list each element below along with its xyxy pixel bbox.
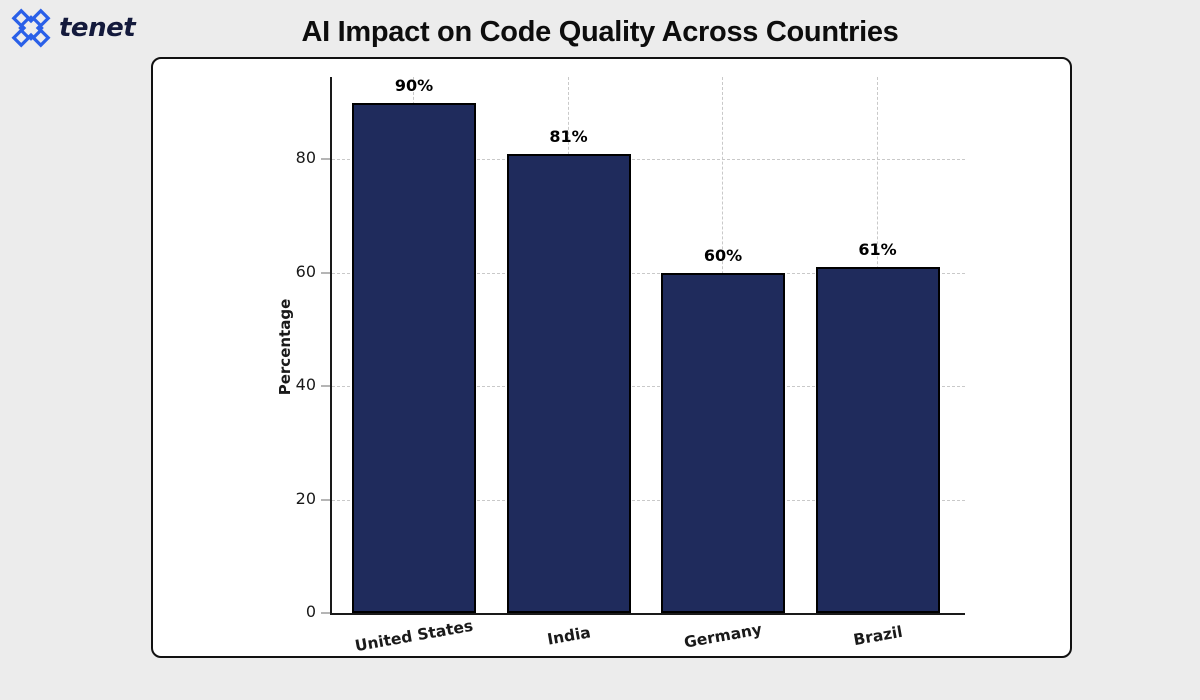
y-tick-mark (321, 385, 330, 388)
x-tick-label: Brazil (851, 622, 904, 650)
bar (352, 102, 476, 613)
h-gridline (332, 272, 965, 274)
chart-card: Percentage 0 20 40 60 80 90% United States 81% I… (151, 57, 1072, 658)
y-tick-mark (321, 498, 330, 501)
plot-area: 0 20 40 60 80 90% United States 81% India 60% Germ… (296, 75, 965, 655)
h-gridline (332, 499, 965, 501)
bar (815, 267, 940, 613)
bar-value-label: 90% (394, 75, 434, 95)
tenet-pinwheel-logo-icon (11, 8, 51, 48)
y-tick-label: 0 (305, 602, 316, 621)
brand-logo: tenet (10, 6, 136, 50)
y-tick-label: 40 (295, 375, 316, 395)
bar-value-label: 60% (703, 245, 743, 265)
h-gridline (332, 159, 965, 161)
y-tick-mark (321, 158, 330, 161)
x-tick-label: United States (353, 616, 475, 656)
h-gridline (332, 386, 965, 388)
bar-value-label: 61% (858, 240, 897, 259)
page-title: AI Impact on Code Quality Across Countri… (301, 16, 899, 48)
x-axis-spine (330, 612, 965, 615)
x-tick-label: India (545, 623, 592, 649)
y-tick-mark (321, 612, 330, 614)
bar-value-label: 81% (549, 126, 588, 146)
brand-wordmark: tenet (59, 13, 136, 43)
y-tick-label: 60 (295, 261, 316, 281)
y-axis-spine (330, 77, 332, 615)
bar (661, 272, 785, 613)
bar (506, 153, 631, 613)
y-tick-label: 80 (295, 148, 316, 168)
y-tick-label: 20 (295, 488, 316, 508)
y-tick-mark (321, 271, 330, 274)
x-tick-label: Germany (682, 620, 764, 652)
